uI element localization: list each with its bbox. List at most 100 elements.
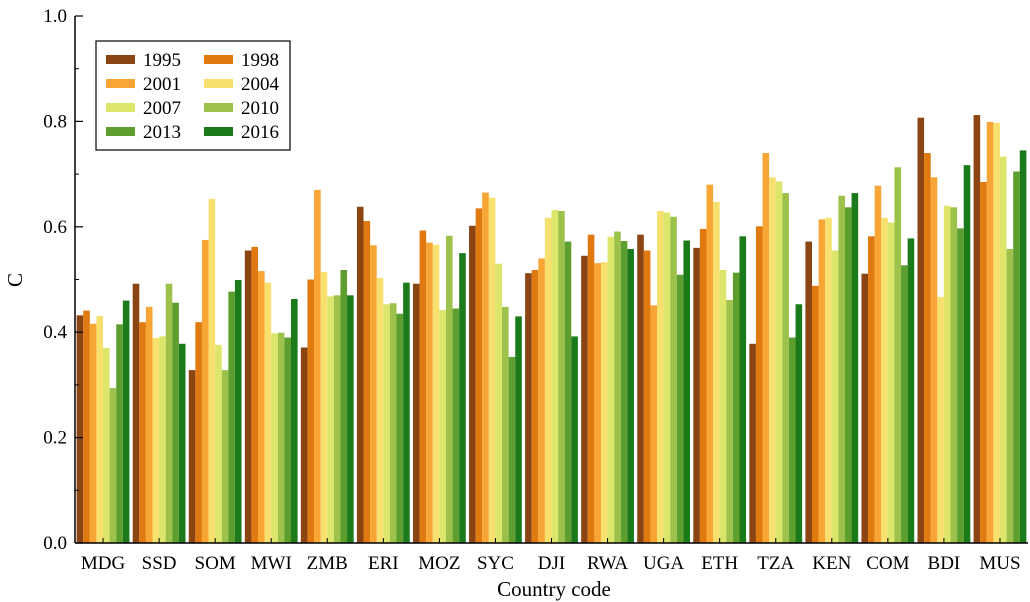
bar-ERI-2001 xyxy=(370,245,377,543)
bar-ETH-2001 xyxy=(706,184,714,543)
legend-label-2001: 2001 xyxy=(143,74,181,95)
bar-RWA-1998 xyxy=(587,234,595,543)
legend-label-2013: 2013 xyxy=(143,122,181,143)
bar-MWI-2007 xyxy=(271,333,278,543)
bar-MDG-1995 xyxy=(76,315,84,543)
bar-MWI-2004 xyxy=(264,282,272,543)
bar-SYC-2016 xyxy=(515,316,522,543)
bar-SOM-2013 xyxy=(228,291,235,543)
bar-BDI-2007 xyxy=(943,205,951,543)
bar-SOM-2001 xyxy=(201,239,209,544)
bar-RWA-2004 xyxy=(600,262,608,543)
bar-COM-2001 xyxy=(874,185,882,543)
bar-KEN-2010 xyxy=(838,195,845,543)
y-tick-label: 1.0 xyxy=(43,6,67,27)
bar-COM-2004 xyxy=(881,217,888,543)
bars-layer xyxy=(76,115,1027,544)
bar-ERI-1998 xyxy=(363,221,371,543)
bar-MUS-2007 xyxy=(999,156,1007,543)
bar-COM-2010 xyxy=(894,167,902,543)
bar-KEN-1995 xyxy=(805,241,812,543)
bar-UGA-2001 xyxy=(650,305,658,543)
bar-MDG-1998 xyxy=(83,310,90,543)
x-tick-label: KEN xyxy=(812,553,851,574)
bar-MOZ-2007 xyxy=(439,310,446,543)
bar-TZA-1995 xyxy=(749,343,756,543)
bar-ETH-2013 xyxy=(732,272,740,543)
bar-MDG-2016 xyxy=(122,300,130,543)
x-tick-label: COM xyxy=(866,553,909,574)
legend-label-2016: 2016 xyxy=(241,122,279,143)
bar-ZMB-2010 xyxy=(333,295,341,543)
bar-ERI-2016 xyxy=(403,282,410,543)
legend-label-2004: 2004 xyxy=(241,74,280,95)
x-tick-label: DJI xyxy=(538,553,565,574)
y-tick-label: 0.4 xyxy=(43,322,67,343)
bar-DJI-1995 xyxy=(525,273,532,543)
bar-ETH-2016 xyxy=(739,236,747,544)
bar-MWI-1998 xyxy=(251,246,259,543)
bar-MOZ-2004 xyxy=(432,244,440,543)
bar-MWI-2013 xyxy=(284,337,292,543)
bar-COM-1995 xyxy=(861,273,869,543)
bar-MDG-2007 xyxy=(103,348,110,543)
x-tick-label: SYC xyxy=(477,553,514,574)
y-tick-label: 0.0 xyxy=(43,533,67,554)
bar-ZMB-2001 xyxy=(314,189,321,543)
bar-TZA-2007 xyxy=(775,181,783,544)
legend-swatch-2010 xyxy=(204,103,233,112)
bar-KEN-1998 xyxy=(811,285,819,543)
bar-SOM-2004 xyxy=(208,198,216,543)
bar-SYC-2001 xyxy=(482,192,489,544)
bar-DJI-2001 xyxy=(538,258,545,543)
bar-KEN-2007 xyxy=(831,250,839,543)
bar-MWI-1995 xyxy=(244,250,252,543)
bar-SOM-1995 xyxy=(188,370,196,543)
bar-RWA-2013 xyxy=(620,241,628,543)
x-tick-label: MWI xyxy=(251,553,292,574)
bar-MOZ-1998 xyxy=(419,230,427,544)
bar-TZA-2004 xyxy=(769,177,776,543)
bar-DJI-2007 xyxy=(551,209,559,543)
bar-ERI-2010 xyxy=(389,303,397,543)
bar-MOZ-2001 xyxy=(426,242,433,544)
bar-TZA-2013 xyxy=(788,337,796,543)
legend-swatch-2016 xyxy=(204,127,233,136)
bar-MUS-2013 xyxy=(1013,171,1020,543)
bar-SSD-1995 xyxy=(132,283,140,543)
bar-ZMB-2016 xyxy=(347,295,354,543)
bar-SSD-2013 xyxy=(172,302,179,543)
bar-MDG-2010 xyxy=(109,388,117,543)
bar-COM-2016 xyxy=(907,238,915,543)
bar-SOM-2016 xyxy=(234,280,242,543)
x-tick-label: BDI xyxy=(928,553,961,574)
x-tick-label: TZA xyxy=(757,553,794,574)
bar-MOZ-2013 xyxy=(452,308,460,543)
y-axis-label: C xyxy=(3,273,27,287)
bar-MUS-2016 xyxy=(1019,150,1027,543)
axes-layer: 0.0 0.2 0.4 0.6 0.8 1.0 MDG SSD SOM MWI ZMB ERI MOZ S… xyxy=(43,6,1028,574)
bar-TZA-1998 xyxy=(755,226,763,543)
bar-KEN-2016 xyxy=(851,193,859,543)
bar-UGA-1995 xyxy=(637,234,644,543)
bar-KEN-2004 xyxy=(825,217,832,543)
bar-RWA-1995 xyxy=(581,255,588,543)
bar-ZMB-2007 xyxy=(327,296,334,543)
bar-RWA-2010 xyxy=(614,231,621,544)
bar-SYC-2013 xyxy=(508,356,516,543)
bar-MDG-2001 xyxy=(89,323,97,543)
bar-SSD-1998 xyxy=(139,322,146,543)
bar-ZMB-1998 xyxy=(307,279,315,543)
bar-UGA-2010 xyxy=(670,216,677,544)
bar-DJI-2004 xyxy=(544,217,552,543)
bar-RWA-2016 xyxy=(627,248,634,543)
bar-TZA-2001 xyxy=(762,153,770,543)
bar-SYC-2007 xyxy=(495,263,503,543)
x-tick-label: ZMB xyxy=(307,553,348,574)
bar-TZA-2010 xyxy=(782,193,789,543)
bar-SSD-2004 xyxy=(152,338,160,543)
bar-BDI-2013 xyxy=(957,228,964,543)
bar-TZA-2016 xyxy=(795,304,803,543)
legend-swatch-2004 xyxy=(204,79,233,88)
